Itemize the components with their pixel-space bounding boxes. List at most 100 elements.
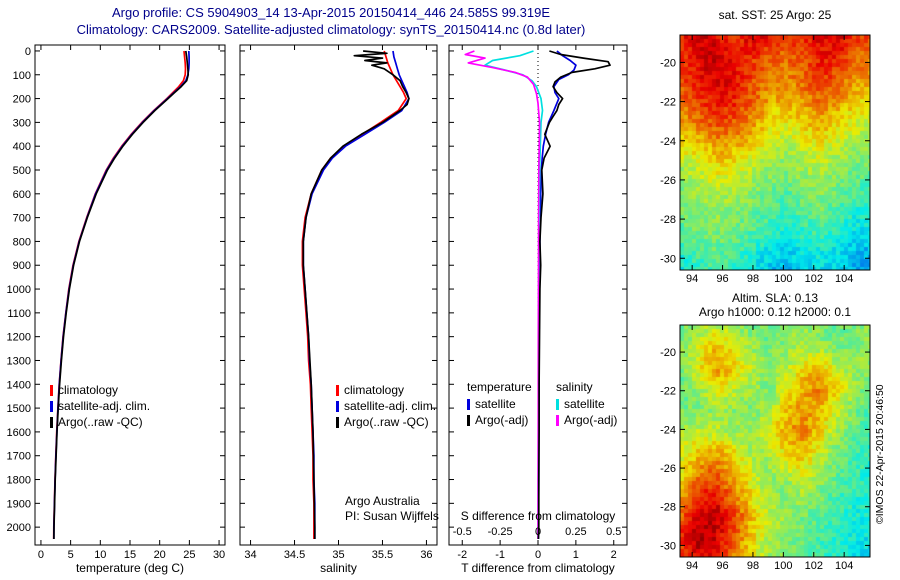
svg-text:-20: -20 bbox=[660, 57, 676, 69]
svg-text:35: 35 bbox=[332, 549, 344, 561]
svg-text:94: 94 bbox=[686, 560, 698, 572]
difference-temperature-legend: satellite Argo(-adj) bbox=[467, 396, 528, 428]
svg-text:15: 15 bbox=[124, 549, 136, 561]
svg-text:100: 100 bbox=[774, 560, 792, 572]
satellite-clim-line-marker bbox=[336, 400, 339, 412]
svg-text:34: 34 bbox=[244, 549, 256, 561]
temperature-axis-label: temperature (deg C) bbox=[75, 561, 185, 575]
svg-text:1100: 1100 bbox=[7, 308, 31, 320]
svg-text:98: 98 bbox=[747, 273, 759, 285]
svg-text:36: 36 bbox=[420, 549, 432, 561]
svg-text:400: 400 bbox=[13, 141, 31, 153]
legend-label: satellite-adj. clim. bbox=[344, 399, 437, 413]
svg-text:600: 600 bbox=[13, 189, 31, 201]
legend-label: climatology bbox=[344, 383, 405, 397]
svg-text:100: 100 bbox=[13, 70, 31, 82]
svg-text:-0.5: -0.5 bbox=[453, 526, 472, 538]
svg-text:1800: 1800 bbox=[7, 475, 31, 487]
legend-label: satellite bbox=[564, 397, 605, 411]
svg-text:-24: -24 bbox=[660, 424, 676, 436]
svg-text:-0.25: -0.25 bbox=[488, 526, 513, 538]
sla-map-title-line2: Argo h1000: 0.12 h2000: 0.1 bbox=[698, 305, 852, 319]
t-argo-line-marker bbox=[467, 414, 470, 426]
annotation-line-1: Argo Australia bbox=[345, 494, 420, 508]
svg-text:94: 94 bbox=[686, 273, 698, 285]
svg-text:1500: 1500 bbox=[7, 403, 31, 415]
svg-text:2000: 2000 bbox=[7, 522, 31, 534]
legend-label: Argo(..raw -QC) bbox=[58, 415, 143, 429]
svg-text:-22: -22 bbox=[660, 386, 676, 398]
svg-text:-30: -30 bbox=[660, 540, 676, 552]
legend-item-t-argo: Argo(-adj) bbox=[467, 412, 528, 428]
legend-item-argo: Argo(..raw -QC) bbox=[50, 414, 150, 430]
svg-text:0: 0 bbox=[38, 549, 44, 561]
legend-item-s-satellite: satellite bbox=[556, 396, 617, 412]
svg-text:1900: 1900 bbox=[7, 498, 31, 510]
svg-text:100: 100 bbox=[774, 273, 792, 285]
svg-text:10: 10 bbox=[94, 549, 106, 561]
sla-heatmap bbox=[680, 325, 870, 557]
legend-label: satellite-adj. clim. bbox=[58, 399, 151, 413]
legend-label: Argo(..raw -QC) bbox=[344, 415, 429, 429]
annotation-line-2: PI: Susan Wijffels bbox=[345, 509, 439, 523]
difference-salinity-legend: satellite Argo(-adj) bbox=[556, 396, 617, 428]
t-satellite-line-marker bbox=[467, 398, 470, 410]
legend-label: satellite bbox=[475, 397, 516, 411]
svg-text:-1: -1 bbox=[495, 549, 505, 561]
svg-text:-24: -24 bbox=[660, 136, 676, 148]
svg-text:1700: 1700 bbox=[7, 451, 31, 463]
svg-text:98: 98 bbox=[747, 560, 759, 572]
svg-text:102: 102 bbox=[805, 273, 823, 285]
svg-text:1: 1 bbox=[573, 549, 579, 561]
sst-heatmap bbox=[680, 35, 870, 270]
svg-text:1600: 1600 bbox=[7, 427, 31, 439]
argo-line-marker bbox=[50, 416, 53, 428]
svg-text:104: 104 bbox=[835, 560, 853, 572]
svg-text:20: 20 bbox=[154, 549, 166, 561]
argo-line-marker bbox=[336, 416, 339, 428]
temperature-legend: climatology satellite-adj. clim. Argo(..… bbox=[50, 382, 150, 430]
svg-text:0: 0 bbox=[535, 549, 541, 561]
page-title: Argo profile: CS 5904903_14 13-Apr-2015 … bbox=[111, 5, 550, 20]
svg-text:-26: -26 bbox=[660, 463, 676, 475]
salinity-axis-label: salinity bbox=[320, 561, 357, 575]
svg-text:-28: -28 bbox=[660, 502, 676, 514]
satellite-clim-line-marker bbox=[50, 400, 53, 412]
svg-text:200: 200 bbox=[13, 94, 31, 106]
svg-text:1400: 1400 bbox=[7, 379, 31, 391]
sst-map-title: sat. SST: 25 Argo: 25 bbox=[718, 8, 832, 22]
svg-text:96: 96 bbox=[716, 560, 728, 572]
legend-item-argo: Argo(..raw -QC) bbox=[336, 414, 436, 430]
argo-australia-annotation: Argo Australia PI: Susan Wijffels bbox=[345, 494, 439, 524]
svg-text:96: 96 bbox=[716, 273, 728, 285]
svg-text:900: 900 bbox=[13, 260, 31, 272]
svg-text:5: 5 bbox=[68, 549, 74, 561]
legend-item-climatology: climatology bbox=[50, 382, 150, 398]
legend-label: Argo(-adj) bbox=[564, 413, 618, 427]
svg-text:-20: -20 bbox=[660, 347, 676, 359]
svg-text:300: 300 bbox=[13, 117, 31, 129]
svg-text:1000: 1000 bbox=[7, 284, 31, 296]
salinity-legend: climatology satellite-adj. clim. Argo(..… bbox=[336, 382, 436, 430]
svg-text:104: 104 bbox=[835, 273, 853, 285]
svg-text:-30: -30 bbox=[660, 253, 676, 265]
imos-credit: ©IMOS 22-Apr-2015 20:46:50 bbox=[874, 384, 886, 524]
svg-text:34.5: 34.5 bbox=[284, 549, 305, 561]
svg-text:-22: -22 bbox=[660, 97, 676, 109]
svg-text:0.25: 0.25 bbox=[565, 526, 586, 538]
s-difference-label: S difference from climatology bbox=[460, 509, 616, 523]
legend-item-satellite-clim: satellite-adj. clim. bbox=[336, 398, 436, 414]
svg-text:-26: -26 bbox=[660, 175, 676, 187]
legend-item-climatology: climatology bbox=[336, 382, 436, 398]
svg-text:-28: -28 bbox=[660, 214, 676, 226]
legend-item-t-satellite: satellite bbox=[467, 396, 528, 412]
legend-label: Argo(-adj) bbox=[475, 413, 529, 427]
sla-map-title-line1: Altim. SLA: 0.13 bbox=[731, 291, 819, 305]
svg-text:30: 30 bbox=[213, 549, 225, 561]
svg-text:2: 2 bbox=[611, 549, 617, 561]
legend-item-satellite-clim: satellite-adj. clim. bbox=[50, 398, 150, 414]
svg-text:25: 25 bbox=[183, 549, 195, 561]
svg-text:0: 0 bbox=[535, 526, 541, 538]
